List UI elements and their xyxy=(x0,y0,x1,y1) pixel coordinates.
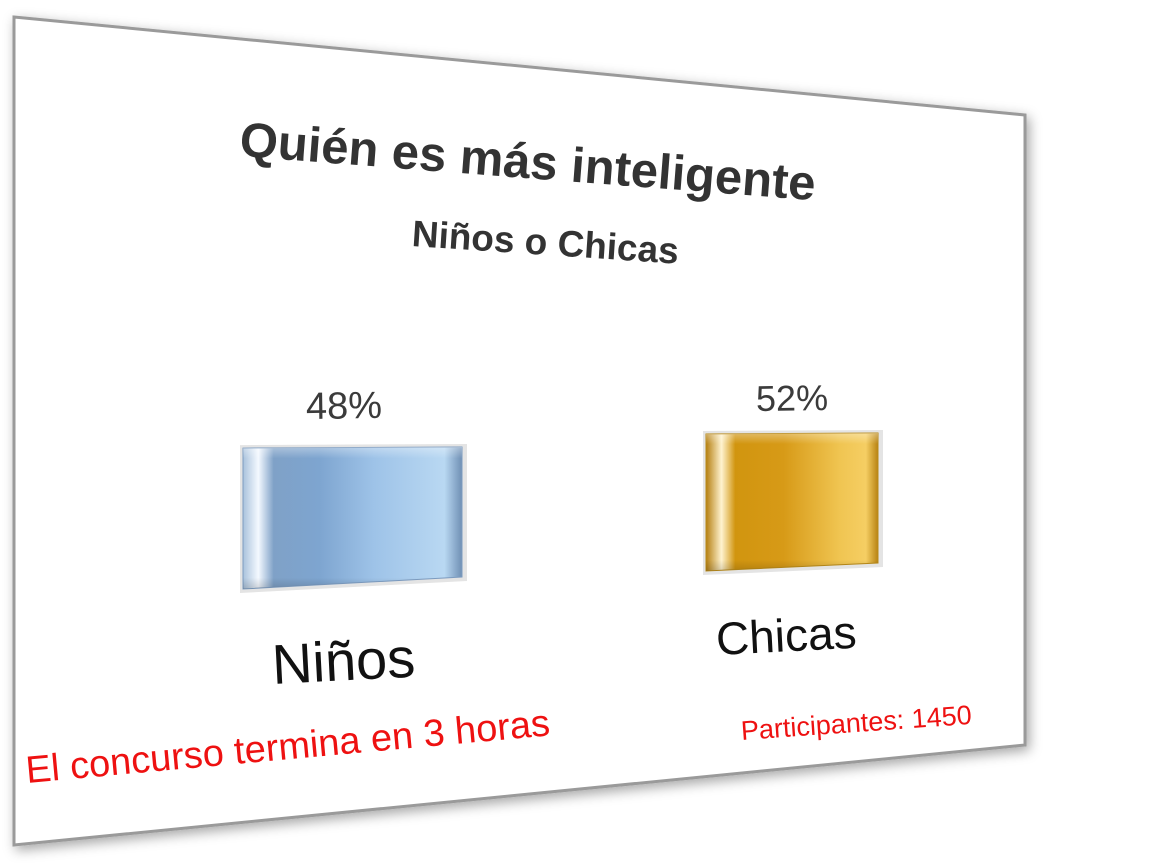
bar-ninos-gloss xyxy=(243,447,462,589)
category-label-ninos: Niños xyxy=(270,625,417,696)
bars-group xyxy=(240,430,883,593)
value-label-chicas: 52% xyxy=(755,376,829,419)
category-label-chicas: Chicas xyxy=(714,605,858,665)
card-frame xyxy=(12,15,1027,847)
value-label-ninos: 48% xyxy=(305,384,383,428)
bar-chicas-gloss xyxy=(706,433,878,571)
